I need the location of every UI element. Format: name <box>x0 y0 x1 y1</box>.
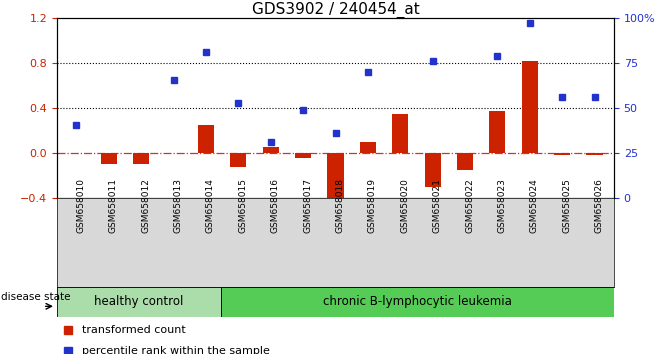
Bar <box>101 153 117 164</box>
Text: GSM658010: GSM658010 <box>76 178 85 233</box>
Text: GSM658026: GSM658026 <box>595 178 603 233</box>
Text: GSM658022: GSM658022 <box>465 178 474 233</box>
Bar <box>295 153 311 158</box>
Title: GDS3902 / 240454_at: GDS3902 / 240454_at <box>252 1 419 18</box>
Bar <box>489 112 505 153</box>
Bar <box>327 153 344 204</box>
Text: GSM658025: GSM658025 <box>562 178 571 233</box>
Text: GSM658013: GSM658013 <box>174 178 183 233</box>
Bar <box>586 153 603 155</box>
Text: GSM658021: GSM658021 <box>433 178 442 233</box>
Text: GSM658017: GSM658017 <box>303 178 312 233</box>
Text: disease state: disease state <box>1 292 70 302</box>
Text: chronic B-lymphocytic leukemia: chronic B-lymphocytic leukemia <box>323 295 512 308</box>
Bar <box>57 287 221 317</box>
Bar <box>521 61 538 153</box>
Text: GSM658018: GSM658018 <box>336 178 344 233</box>
Text: GSM658020: GSM658020 <box>401 178 409 233</box>
Bar <box>392 114 409 153</box>
Bar <box>554 153 570 155</box>
Bar <box>262 148 279 153</box>
Text: GSM658014: GSM658014 <box>206 178 215 233</box>
Text: GSM658011: GSM658011 <box>109 178 118 233</box>
Text: GSM658023: GSM658023 <box>497 178 507 233</box>
Bar <box>221 287 614 317</box>
Text: healthy control: healthy control <box>94 295 184 308</box>
Bar <box>457 153 473 170</box>
Text: percentile rank within the sample: percentile rank within the sample <box>82 346 270 354</box>
Bar <box>425 153 441 187</box>
Bar <box>230 153 246 167</box>
Bar <box>360 142 376 153</box>
Text: GSM658019: GSM658019 <box>368 178 377 233</box>
Bar <box>198 125 214 153</box>
Text: GSM658012: GSM658012 <box>141 178 150 233</box>
Text: GSM658015: GSM658015 <box>238 178 248 233</box>
Text: GSM658016: GSM658016 <box>270 178 280 233</box>
Bar <box>133 153 150 164</box>
Text: transformed count: transformed count <box>82 325 186 335</box>
Text: GSM658024: GSM658024 <box>530 178 539 233</box>
